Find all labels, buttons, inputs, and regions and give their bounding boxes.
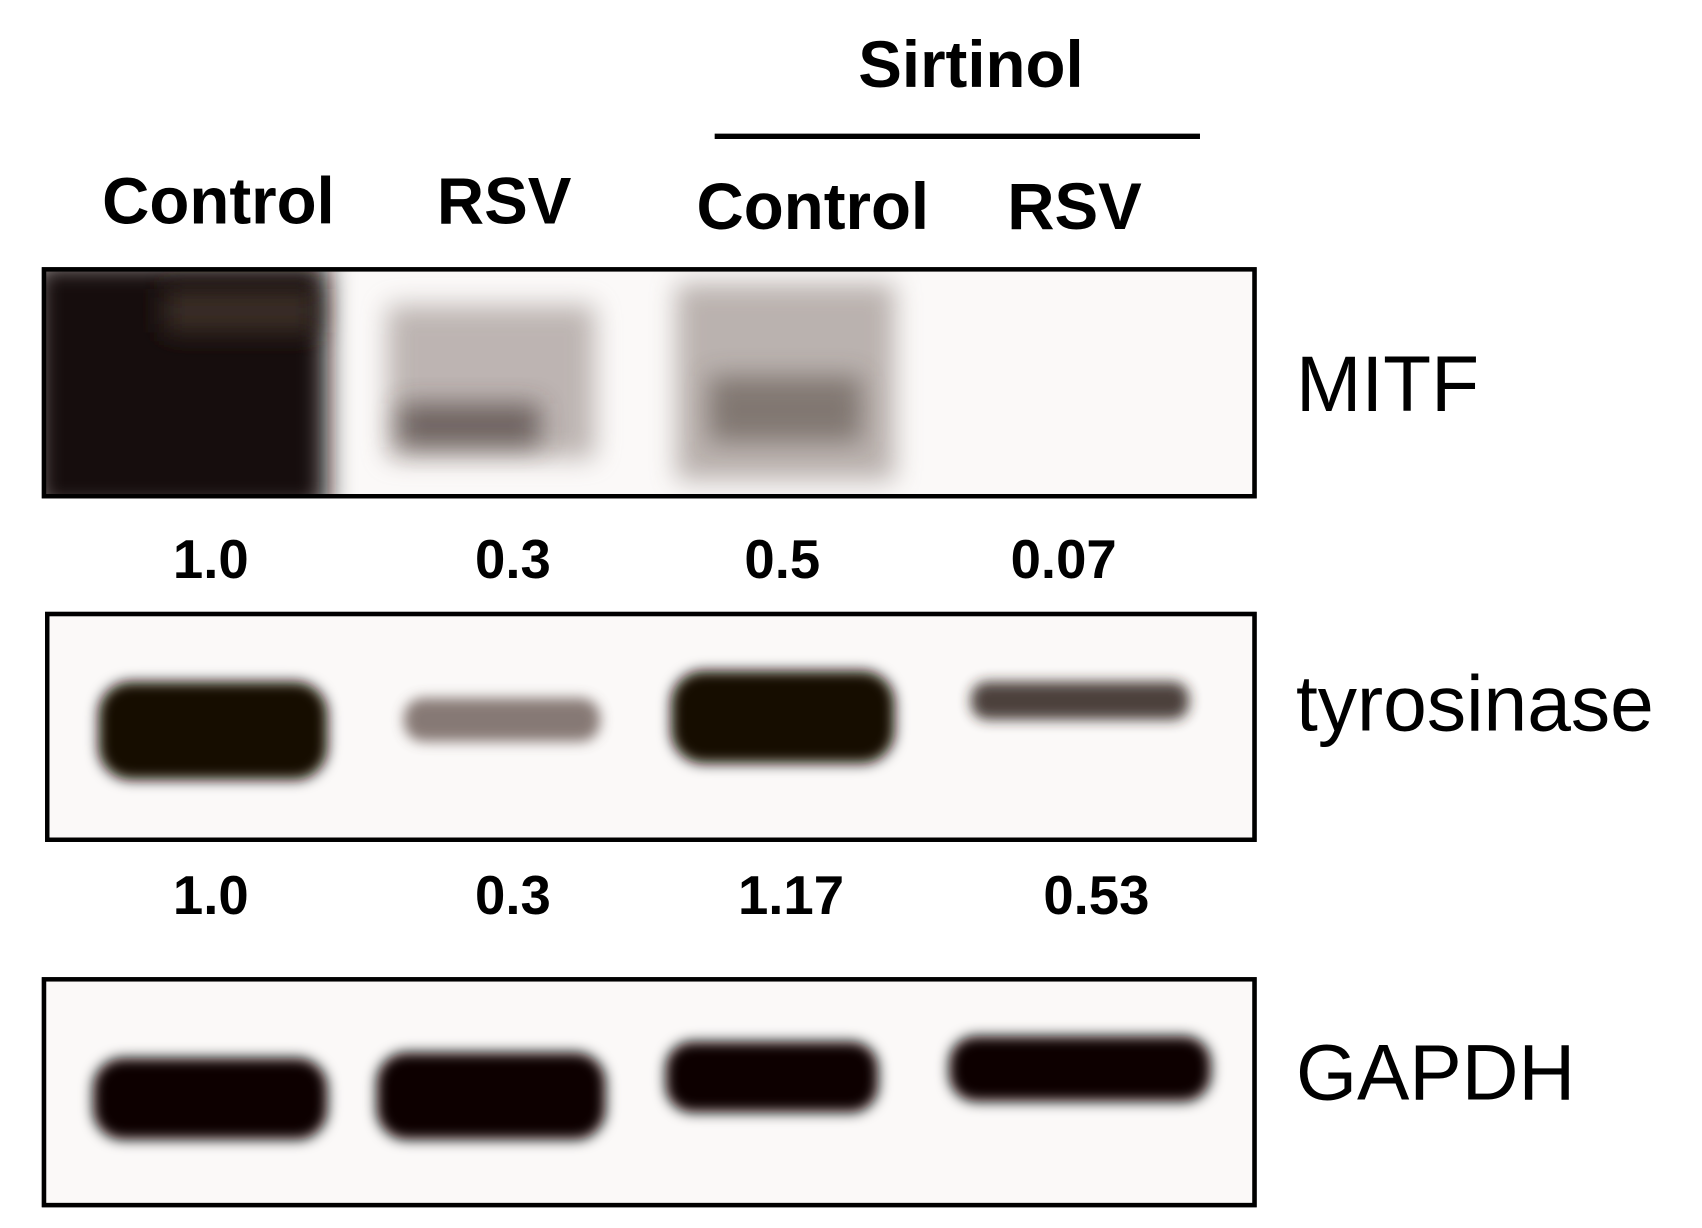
group-label: Sirtinol	[858, 28, 1083, 101]
blot-bands	[43, 269, 895, 497]
protein-label: GAPDH	[1296, 1028, 1575, 1116]
blot-border	[41, 977, 1257, 1208]
lane-label: RSV	[1007, 170, 1142, 243]
quantity: 1.17	[738, 865, 844, 926]
lane-label: Control	[697, 170, 930, 243]
quantity: 0.07	[1011, 529, 1117, 590]
blot-bands	[98, 670, 1190, 780]
blot-border	[41, 267, 1257, 499]
lane-label: Control	[102, 165, 335, 238]
quantity: 0.3	[475, 865, 551, 926]
quantity: 1.0	[173, 865, 249, 926]
quantity: 0.5	[744, 529, 820, 590]
protein-label: MITF	[1296, 340, 1479, 428]
blot-border	[45, 611, 1257, 842]
protein-label: tyrosinase	[1296, 660, 1654, 748]
blot-bands	[93, 1036, 1211, 1140]
quantity: 1.0	[173, 529, 249, 590]
quantity: 0.53	[1043, 865, 1149, 926]
quantity: 0.3	[475, 529, 551, 590]
lane-label: RSV	[437, 165, 572, 238]
